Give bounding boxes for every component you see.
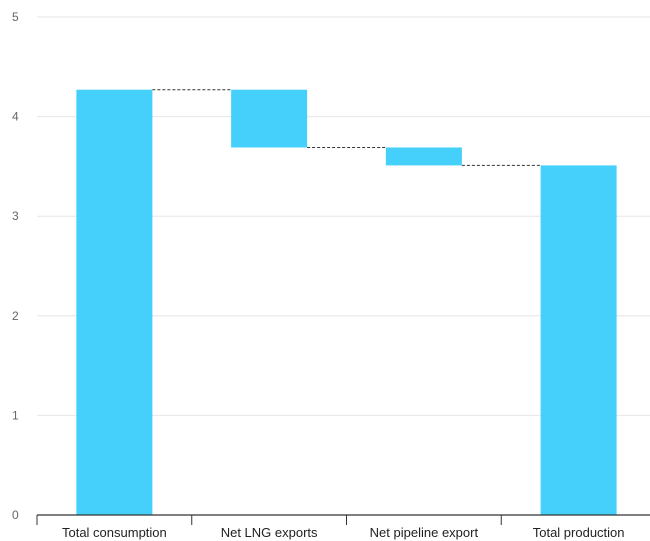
y-tick-label-2: 2 bbox=[12, 309, 19, 323]
bar-net-pipeline-export bbox=[385, 147, 462, 166]
y-tick-label-4: 4 bbox=[12, 110, 19, 124]
bar-total-consumption bbox=[76, 89, 153, 515]
x-axis bbox=[36, 514, 650, 525]
bar-net-lng-exports bbox=[231, 89, 308, 148]
x-axis-tick-labels: Total consumption Net LNG exports Net pipe… bbox=[62, 525, 625, 540]
x-tick-label-net-lng-exports: Net LNG exports bbox=[221, 525, 318, 540]
x-tick-label-net-pipeline-export: Net pipeline export bbox=[370, 525, 479, 540]
bar-total-production bbox=[540, 165, 617, 516]
connectors bbox=[152, 89, 541, 166]
x-tick-label-total-consumption: Total consumption bbox=[62, 525, 167, 540]
y-tick-label-1: 1 bbox=[12, 408, 19, 422]
y-axis-tick-labels: 0 1 2 3 4 5 bbox=[12, 10, 19, 522]
y-tick-label-5: 5 bbox=[12, 10, 19, 24]
y-tick-label-0: 0 bbox=[12, 508, 19, 522]
y-tick-label-3: 3 bbox=[12, 209, 19, 223]
bars bbox=[76, 89, 617, 516]
x-tick-label-total-production: Total production bbox=[533, 525, 625, 540]
